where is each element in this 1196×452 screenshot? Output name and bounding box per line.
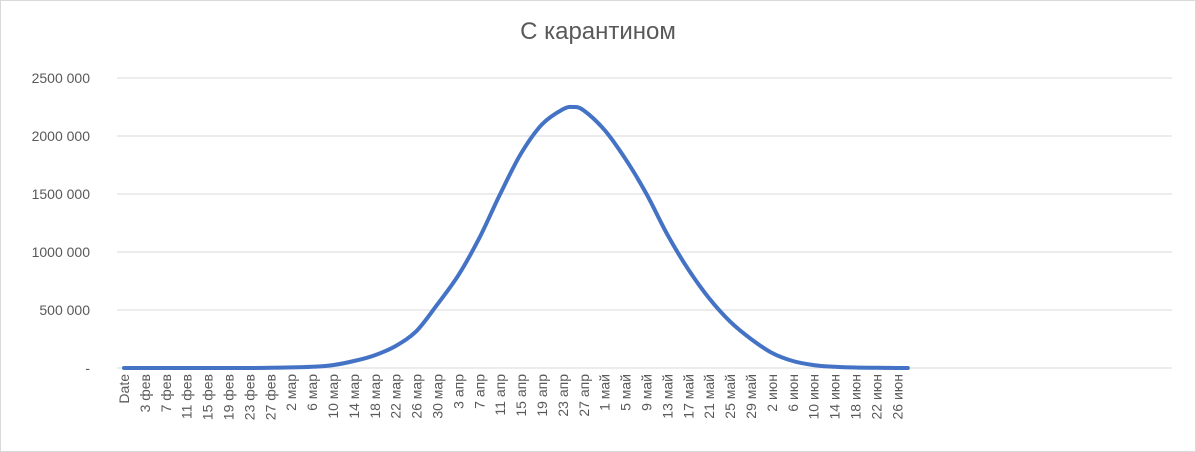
x-tick-label: 21 май	[701, 374, 717, 419]
x-tick-label: 27 апр	[576, 374, 592, 417]
x-tick-label: 15 фев	[200, 374, 216, 420]
x-tick-label: 5 май	[618, 374, 634, 411]
y-tick-label: 2000 000	[32, 128, 91, 144]
x-tick-label: 13 май	[659, 374, 675, 419]
x-tick-label: 22 июн	[868, 374, 884, 420]
x-tick-label: 23 фев	[241, 374, 257, 420]
x-tick-label: 26 июн	[889, 374, 905, 420]
x-tick-label: 22 мар	[388, 374, 404, 419]
x-tick-label: 9 май	[639, 374, 655, 411]
x-tick-label: 30 мар	[430, 374, 446, 419]
x-tick-label: 6 мар	[304, 374, 320, 411]
x-tick-label: 18 мар	[367, 374, 383, 419]
series-line	[122, 104, 910, 370]
x-tick-label: 3 фев	[137, 374, 153, 412]
x-tick-label: 19 фев	[221, 374, 237, 420]
series-group	[122, 104, 910, 370]
x-tick-label: 27 фев	[262, 374, 278, 420]
x-tick-label: 25 май	[722, 374, 738, 419]
y-tick-label: 2500 000	[32, 70, 91, 86]
x-tick-label: 14 мар	[346, 374, 362, 419]
x-tick-label: 10 мар	[325, 374, 341, 419]
x-tick-label: 2 июн	[764, 374, 780, 412]
x-axis-tick-labels: Date 3 фев 7 фев 11 фев 15 фев 19 фев 23 фев 27…	[116, 374, 905, 420]
x-tick-label: 18 июн	[848, 374, 864, 420]
y-tick-label: 500 000	[39, 302, 90, 318]
x-tick-label: 11 апр	[492, 374, 508, 416]
x-tick-label: 23 апр	[555, 374, 571, 417]
x-tick-label: 14 июн	[827, 374, 843, 420]
x-tick-label: Date	[116, 374, 132, 404]
gridlines	[117, 77, 1172, 369]
y-tick-label: 1500 000	[32, 186, 91, 202]
x-tick-label: 7 фев	[158, 374, 174, 412]
y-axis-tick-labels: - 500 000 1000 000 1500 000 2000 000 2500 000	[32, 70, 91, 376]
x-tick-label: 10 июн	[806, 374, 822, 420]
chart-title: С карантином	[520, 18, 676, 45]
y-tick-label: 1000 000	[32, 244, 91, 260]
x-tick-label: 3 апр	[450, 374, 466, 409]
y-tick-label: -	[85, 360, 90, 376]
x-tick-label: 6 июн	[785, 374, 801, 412]
x-tick-label: 11 фев	[179, 374, 195, 419]
x-tick-label: 17 май	[680, 374, 696, 419]
x-tick-label: 19 апр	[534, 374, 550, 417]
x-tick-label: 2 мар	[283, 374, 299, 411]
x-tick-label: 7 апр	[471, 374, 487, 409]
x-tick-label: 1 май	[597, 374, 613, 411]
x-tick-label: 29 май	[743, 374, 759, 419]
x-tick-label: 26 мар	[409, 374, 425, 419]
x-tick-label: 15 апр	[513, 374, 529, 417]
